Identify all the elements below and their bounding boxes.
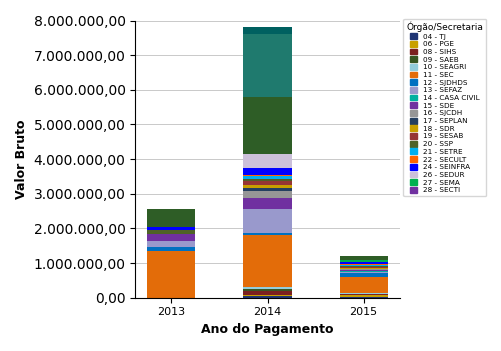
Bar — [243, 174, 292, 177]
Bar — [147, 247, 195, 251]
Bar — [243, 188, 292, 191]
Bar — [243, 295, 292, 296]
Bar — [243, 198, 292, 208]
Bar — [340, 294, 388, 295]
Bar — [243, 154, 292, 167]
Bar — [243, 233, 292, 235]
Bar — [340, 277, 388, 293]
Bar — [340, 270, 388, 271]
Bar — [243, 291, 292, 295]
Bar — [243, 34, 292, 97]
Bar — [340, 273, 388, 277]
Bar — [340, 267, 388, 269]
Bar — [340, 260, 388, 261]
Bar — [243, 27, 292, 34]
Bar — [147, 251, 195, 298]
Bar — [243, 167, 292, 174]
Bar — [340, 295, 388, 297]
Bar — [340, 261, 388, 262]
Bar — [243, 185, 292, 188]
Bar — [340, 271, 388, 272]
Bar — [243, 290, 292, 291]
X-axis label: Ano do Pagamento: Ano do Pagamento — [201, 323, 334, 336]
Bar — [243, 181, 292, 185]
Bar — [243, 296, 292, 298]
Bar — [147, 209, 195, 227]
Legend: 04 - TJ, 06 - PGE, 08 - SIHS, 09 - SAEB, 10 - SEAGRI, 11 - SEC, 12 - SJDHDS, 13 : 04 - TJ, 06 - PGE, 08 - SIHS, 09 - SAEB,… — [403, 19, 486, 196]
Bar — [340, 293, 388, 294]
Bar — [340, 297, 388, 298]
Bar — [340, 265, 388, 266]
Bar — [243, 287, 292, 290]
Bar — [340, 257, 388, 260]
Bar — [340, 262, 388, 264]
Bar — [147, 230, 195, 234]
Y-axis label: Valor Bruto: Valor Bruto — [15, 119, 28, 199]
Bar — [243, 179, 292, 181]
Bar — [147, 240, 195, 247]
Bar — [243, 235, 292, 287]
Bar — [340, 266, 388, 267]
Bar — [243, 208, 292, 233]
Bar — [243, 177, 292, 179]
Bar — [340, 264, 388, 265]
Bar — [147, 234, 195, 240]
Bar — [243, 191, 292, 198]
Bar — [243, 97, 292, 154]
Bar — [147, 227, 195, 230]
Bar — [340, 272, 388, 273]
